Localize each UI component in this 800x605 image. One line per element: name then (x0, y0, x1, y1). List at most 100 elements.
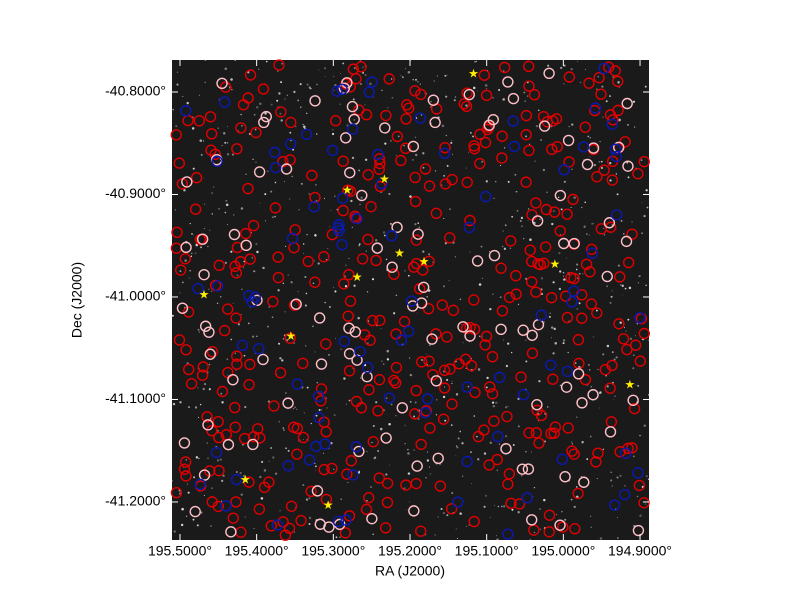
star (547, 64, 550, 67)
star (240, 493, 243, 496)
catalog-marker (318, 463, 330, 476)
star (179, 270, 182, 273)
catalog-marker (632, 524, 645, 537)
catalog-marker (193, 115, 206, 127)
catalog-marker (339, 527, 352, 539)
catalog-marker (180, 105, 192, 117)
star (241, 288, 243, 290)
star (546, 191, 548, 194)
star (198, 94, 201, 96)
catalog-marker (441, 331, 453, 343)
y-axis-label: Dec (J2000) (69, 262, 85, 338)
star (202, 387, 206, 391)
star (305, 498, 309, 501)
star (442, 370, 445, 373)
star (460, 323, 462, 325)
star (318, 69, 320, 71)
star (461, 442, 464, 445)
catalog-marker (257, 83, 270, 95)
catalog-marker (345, 455, 357, 467)
star (434, 534, 436, 536)
star (267, 325, 270, 328)
star (612, 399, 614, 400)
catalog-marker (452, 496, 464, 508)
catalog-marker (326, 144, 339, 157)
star (524, 100, 526, 102)
star (520, 216, 524, 220)
star (300, 182, 303, 185)
star (552, 209, 555, 213)
star (553, 327, 556, 331)
star (365, 250, 367, 252)
catalog-marker (430, 207, 442, 219)
star (575, 268, 578, 271)
catalog-marker (484, 381, 496, 393)
catalog-marker (199, 320, 212, 332)
catalog-marker (231, 358, 243, 370)
catalog-marker (545, 291, 558, 304)
star (540, 277, 544, 280)
star (255, 243, 258, 246)
catalog-marker (190, 172, 203, 184)
star (221, 500, 223, 502)
catalog-marker (373, 374, 386, 386)
star (610, 471, 612, 474)
catalog-marker (320, 426, 332, 438)
catalog-marker (523, 144, 535, 157)
catalog-marker (468, 515, 480, 528)
star (351, 156, 355, 160)
star (403, 144, 405, 147)
star (573, 505, 576, 509)
star (305, 292, 308, 295)
catalog-marker (231, 143, 243, 155)
star (530, 451, 533, 453)
star (562, 275, 564, 277)
star (581, 440, 584, 443)
star (628, 286, 632, 290)
star (207, 457, 209, 459)
catalog-marker (192, 282, 204, 295)
catalog-marker (478, 424, 490, 436)
star (495, 401, 498, 404)
catalog-marker (308, 201, 320, 213)
catalog-marker (604, 382, 616, 394)
star (420, 114, 423, 116)
star (602, 448, 605, 450)
catalog-marker (265, 520, 277, 532)
catalog-marker (196, 369, 209, 381)
star (602, 116, 604, 118)
catalog-marker (216, 77, 228, 90)
star (444, 386, 446, 388)
catalog-marker (244, 69, 257, 81)
star (284, 98, 286, 100)
star (180, 523, 184, 527)
star (353, 284, 356, 287)
star (326, 407, 328, 409)
catalog-marker (288, 299, 301, 312)
star (451, 153, 454, 155)
star (543, 498, 546, 502)
catalog-marker (523, 80, 535, 92)
star (279, 510, 281, 512)
star (296, 408, 298, 410)
star (328, 259, 330, 261)
catalog-marker (501, 410, 513, 423)
catalog-marker (619, 488, 631, 501)
catalog-marker (344, 166, 356, 179)
catalog-marker (547, 373, 559, 385)
catalog-marker (343, 268, 355, 281)
catalog-marker (603, 61, 615, 73)
star (570, 498, 573, 501)
yellow-star: ★ (199, 287, 210, 301)
catalog-marker (380, 109, 392, 122)
catalog-marker (483, 119, 495, 131)
star (414, 223, 417, 226)
catalog-marker (244, 253, 256, 265)
star (293, 342, 296, 345)
yellow-star: ★ (240, 473, 251, 487)
star (407, 448, 409, 451)
star (563, 83, 565, 85)
star (217, 127, 220, 130)
catalog-marker (367, 435, 379, 448)
